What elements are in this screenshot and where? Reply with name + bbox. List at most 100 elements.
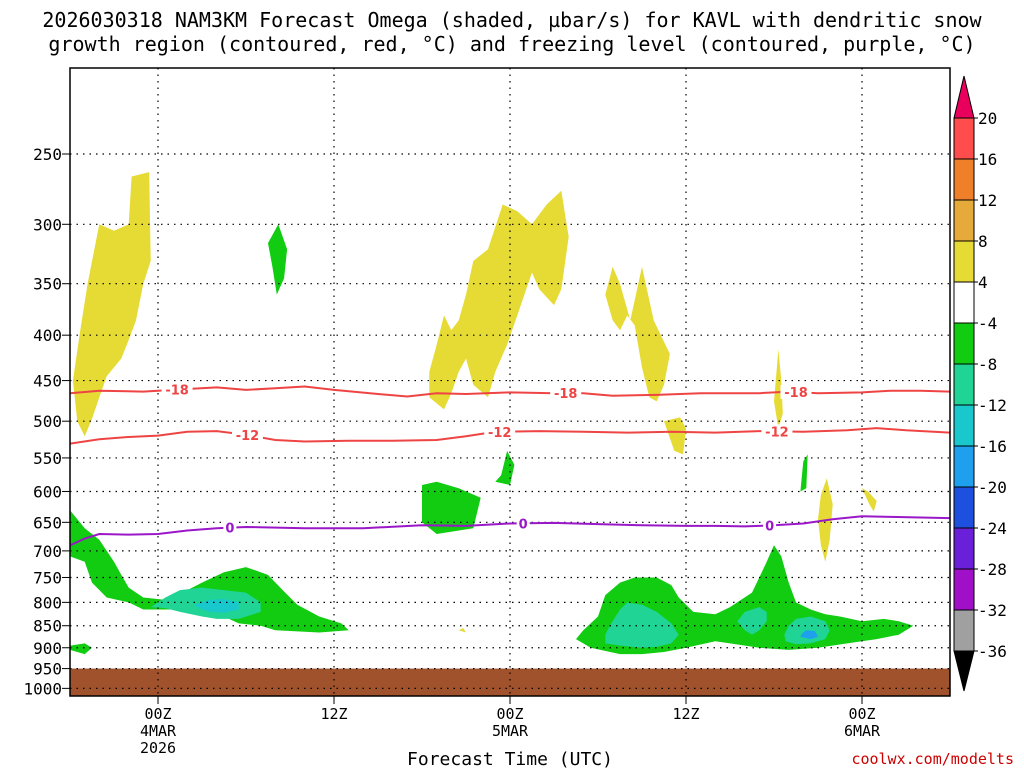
freezing-level-label-bg-0 (223, 520, 237, 535)
y-tick-label-800: 800 (33, 593, 62, 612)
x-tick-date-4: 6MAR (844, 722, 881, 740)
chart-title-line2: growth region (contoured, red, °C) and f… (48, 32, 975, 56)
dgz-bottom-label-bg-0 (231, 428, 263, 443)
colorbar-label-5: -4 (978, 314, 997, 333)
y-tick-label-300: 300 (33, 215, 62, 234)
y-tick-label-450: 450 (33, 372, 62, 391)
dgz-bottom-line (70, 427, 950, 445)
colorbar-label-4: 4 (978, 273, 988, 292)
grid-lines (70, 68, 950, 696)
colorbar-label-6: -8 (978, 355, 997, 374)
dgz-bottom-label-2: -12 (765, 425, 789, 440)
colorbar-label-9: -20 (978, 478, 1007, 497)
y-tick-label-350: 350 (33, 275, 62, 294)
credit-text: coolwx.com/modelts (851, 750, 1014, 768)
colorbar-label-10: -24 (978, 519, 1007, 538)
colorbar-box-0 (953, 117, 975, 160)
y-tick-label-1000: 1000 (23, 679, 62, 698)
freezing-level-label-bg-1 (516, 516, 530, 531)
omega-region-3 (605, 266, 670, 402)
colorbar-box-4 (953, 281, 975, 324)
colorbar-bottom-triangle (953, 650, 975, 692)
omega-region-1 (268, 224, 288, 295)
dgz-top-label-bg-2 (780, 384, 812, 399)
y-tick-label-700: 700 (33, 542, 62, 561)
dgz-top-label-0: -18 (165, 384, 189, 399)
colorbar-box-12 (953, 609, 975, 652)
x-tick-label-1: 12Z (320, 705, 347, 723)
omega-region-8 (458, 628, 466, 633)
omega-region-4 (664, 417, 686, 455)
dgz-top-label-bg-0 (161, 382, 193, 397)
colorbar-label-1: 16 (978, 150, 997, 169)
colorbar-box-5 (953, 322, 975, 365)
x-tick-date-2: 5MAR (492, 722, 529, 740)
colorbar-box-2 (953, 199, 975, 242)
x-tick-year-0: 2026 (140, 739, 176, 757)
colorbar-label-8: -16 (978, 437, 1007, 456)
freezing-level-label-0: 0 (225, 522, 234, 537)
colorbar-label-3: 8 (978, 232, 988, 251)
freezing-level-label-bg-2 (763, 518, 777, 533)
omega-region-9 (422, 481, 481, 534)
y-tick-label-250: 250 (33, 145, 62, 164)
colorbar-label-7: -12 (978, 396, 1007, 415)
colorbar-label-13: -36 (978, 642, 1007, 661)
y-tick-label-950: 950 (33, 660, 62, 679)
omega-region-10 (495, 450, 515, 485)
omega-region-2 (429, 190, 569, 410)
x-tick-label-0: 00Z (144, 705, 171, 723)
omega-region-0 (72, 172, 151, 437)
colorbar-box-10 (953, 527, 975, 570)
freezing-level-label-1: 0 (519, 517, 528, 532)
omega-region-19 (194, 599, 239, 613)
x-tick-label-4: 00Z (848, 705, 875, 723)
y-tick-label-550: 550 (33, 449, 62, 468)
contour-lines: -18 -18 -18 -12 -12 -12 0 0 0 (70, 382, 950, 547)
colorbar-box-1 (953, 158, 975, 201)
colorbar-top-triangle (953, 75, 975, 119)
colorbar-box-9 (953, 486, 975, 529)
omega-region-5 (774, 349, 783, 429)
colorbar-box-3 (953, 240, 975, 283)
y-tick-label-500: 500 (33, 412, 62, 431)
omega-shading (70, 172, 914, 655)
colorbar-box-7 (953, 404, 975, 447)
omega-region-11 (800, 454, 808, 492)
colorbar-label-0: 20 (978, 109, 997, 128)
y-tick-label-600: 600 (33, 482, 62, 501)
y-axis-ticks: 250 300 350 400 450 500 550 600 650 700 750 800 850 9… (23, 145, 70, 698)
chart-title-line1: 2026030318 NAM3KM Forecast Omega (shaded… (42, 8, 982, 32)
dgz-bottom-label-1: -12 (488, 426, 512, 441)
y-tick-label-750: 750 (33, 568, 62, 587)
x-tick-date-0: 4MAR (140, 722, 177, 740)
x-tick-label-2: 00Z (496, 705, 523, 723)
freezing-level-label-2: 0 (765, 519, 774, 534)
x-axis-title: Forecast Time (UTC) (407, 749, 613, 768)
dgz-bottom-label-bg-1 (484, 424, 516, 439)
colorbar-label-11: -28 (978, 560, 1007, 579)
colorbar-box-11 (953, 568, 975, 611)
dgz-top-label-2: -18 (784, 386, 808, 401)
dgz-top-label-bg-1 (550, 386, 582, 401)
dgz-bottom-label-bg-2 (761, 424, 793, 439)
omega-region-17 (737, 607, 767, 635)
colorbar-box-8 (953, 445, 975, 488)
omega-region-20 (800, 630, 818, 640)
dgz-top-label-1: -18 (554, 387, 578, 402)
y-tick-label-850: 850 (33, 617, 62, 636)
freezing-level-line (70, 515, 950, 547)
colorbar-legend: 20 16 12 8 4 -4 -8 -12 -16 -20 -24 -28 -32 -36 (953, 75, 1007, 692)
colorbar-box-6 (953, 363, 975, 406)
omega-region-13 (70, 643, 92, 655)
y-tick-label-650: 650 (33, 513, 62, 532)
x-tick-label-3: 12Z (672, 705, 699, 723)
dgz-bottom-label-0: -12 (236, 429, 260, 444)
y-tick-label-900: 900 (33, 639, 62, 658)
colorbar-label-2: 12 (978, 191, 997, 210)
omega-region-7 (862, 488, 877, 512)
omega-region-16 (605, 602, 679, 648)
colorbar-label-12: -32 (978, 601, 1007, 620)
